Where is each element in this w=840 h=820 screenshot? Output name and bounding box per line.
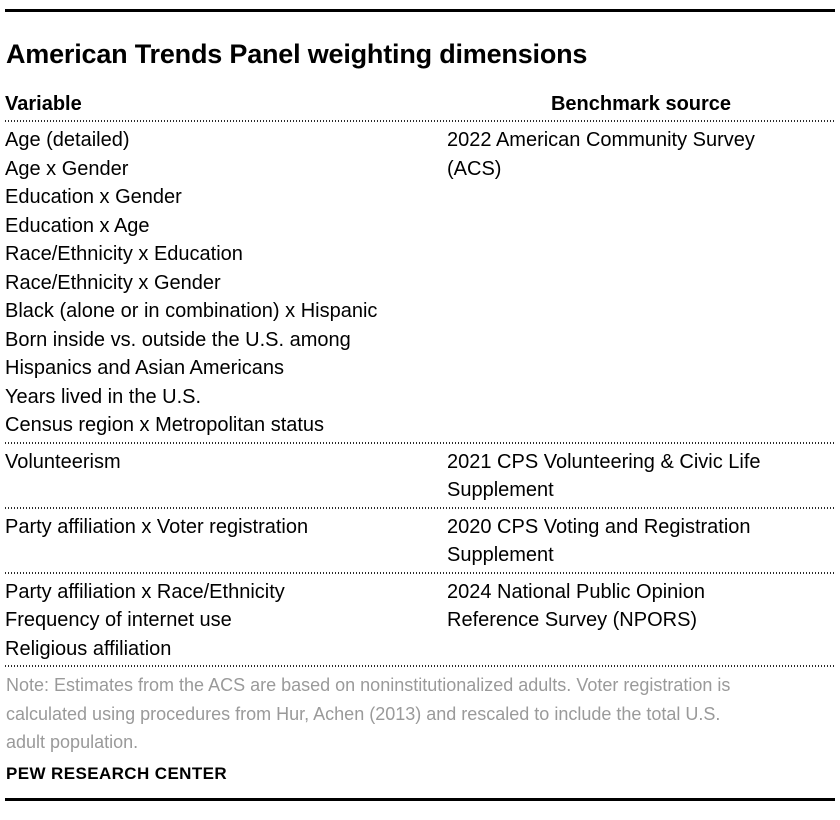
table-header-row: Variable Benchmark source [5, 93, 835, 120]
bottom-rule [5, 797, 835, 801]
variable-cell: Frequency of internet use [5, 609, 232, 631]
variable-cell: Race/Ethnicity x Gender [5, 271, 221, 294]
page-title: American Trends Panel weighting dimensio… [6, 39, 588, 69]
variable-cell: Volunteerism [5, 450, 121, 473]
variable-cell: Party affiliation x Race/Ethnicity [5, 580, 285, 603]
variable-cell: Education x Gender [5, 186, 182, 208]
column-header-variable: Variable [5, 93, 82, 115]
variable-cell: Census region x Metropolitan status [5, 414, 325, 436]
column-header-benchmark-source: Benchmark source [550, 93, 732, 115]
variable-cell: Age x Gender [5, 157, 129, 180]
dotted-divider [5, 665, 835, 667]
source-cell: 2024 National Public Opinion Reference S… [447, 580, 705, 632]
table-section-acs: Age (detailed) Age x Gender Education x Ge… [5, 122, 835, 442]
variable-list: Age (detailed) Age x Gender Education x Ge… [5, 126, 447, 440]
source-cell: 2022 American Community Survey (ACS) [447, 129, 755, 180]
dotted-divider [5, 571, 835, 574]
variable-cell: Race/Ethnicity x Education [5, 243, 243, 265]
variable-cell: Religious affiliation [5, 637, 172, 660]
variable-list: Party affiliation x Race/Ethnicity Freque… [5, 578, 447, 664]
table-section-voter-registration: Party affiliation x Voter registration 2… [5, 509, 835, 572]
variable-cell: Born inside vs. outside the U.S. among H… [5, 328, 351, 380]
footer-brand: PEW RESEARCH CENTER [6, 763, 228, 783]
dotted-divider [5, 506, 835, 509]
source-cell: 2021 CPS Volunteering & Civic Life Suppl… [447, 450, 761, 502]
dotted-divider [5, 120, 835, 122]
note-line: Note: Estimates from the ACS are based o… [6, 675, 731, 695]
table-section-npors: Party affiliation x Race/Ethnicity Freque… [5, 574, 835, 666]
variable-cell: Party affiliation x Voter registration [5, 515, 309, 538]
source-cell: 2020 CPS Voting and Registration Supplem… [447, 515, 751, 567]
variable-cell: Black (alone or in combination) x Hispan… [5, 300, 378, 322]
variable-cell: Age (detailed) [5, 129, 130, 151]
table-section-volunteerism: Volunteerism 2021 CPS Volunteering & Civ… [5, 444, 835, 507]
pew-table-figure: American Trends Panel weighting dimensio… [0, 9, 840, 801]
top-rule [5, 9, 835, 12]
dotted-divider [5, 441, 835, 444]
variable-cell: Years lived in the U.S. [5, 385, 202, 408]
note-line: calculated using procedures from Hur, Ac… [6, 703, 721, 724]
variable-list: Volunteerism [5, 448, 447, 505]
variable-cell: Education x Age [5, 214, 150, 237]
note-line: adult population. [6, 732, 139, 752]
note-text: Note: Estimates from the ACS are based o… [5, 667, 835, 757]
variable-list: Party affiliation x Voter registration [5, 513, 447, 570]
